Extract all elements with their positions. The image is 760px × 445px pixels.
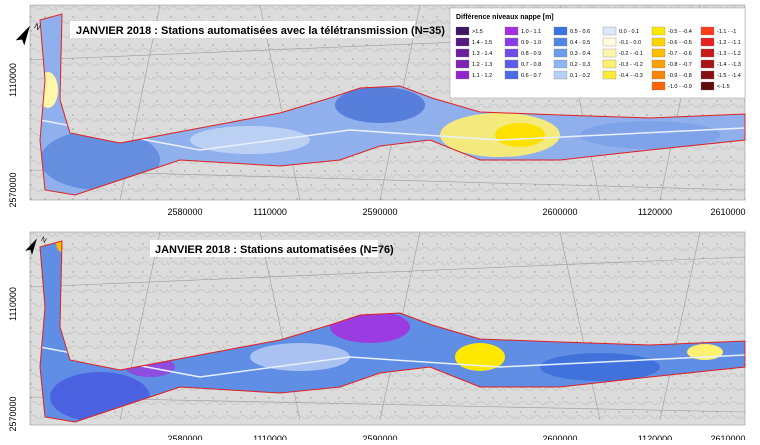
x-coord-label: 2600000 [542, 207, 577, 217]
x-coord-label: 1120000 [638, 207, 672, 217]
x-coord-label: 1110000 [253, 207, 287, 217]
y-coord-label: 1110000 [8, 287, 18, 321]
legend-swatch [700, 26, 715, 36]
legend-swatch [455, 70, 470, 80]
x-coord-label: 2590000 [362, 434, 397, 440]
legend-swatch [504, 59, 519, 69]
legend-label: -1.3 - -1.2 [717, 51, 741, 57]
legend-swatch [700, 37, 715, 47]
legend-label: -1.2 - -1.1 [717, 40, 741, 46]
legend-label: -1.4 - -1.3 [717, 62, 741, 68]
x-coord-label: 2590000 [362, 207, 397, 217]
legend-label: -0.6 - -0.5 [668, 40, 692, 46]
legend-swatch [455, 59, 470, 69]
legend-label: 0.1 - 0.2 [570, 73, 590, 79]
legend-swatch [553, 37, 568, 47]
legend-label: -0.1 - 0.0 [619, 40, 641, 46]
x-coord-label: 2610000 [710, 207, 745, 217]
legend-swatch [700, 59, 715, 69]
coordinates: 2580000 1110000 2590000 2600000 1120000 26100… [8, 63, 746, 444]
legend-swatch [455, 48, 470, 58]
legend-label: 0.9 - 1.0 [521, 40, 541, 46]
map-panel: JANVIER 2018 : Stations automatisées (N=… [25, 231, 746, 426]
legend-label: -0.7 - -0.6 [668, 51, 692, 57]
legend-swatch [651, 81, 666, 91]
legend-label: -0.3 - -0.2 [619, 62, 643, 68]
legend-label: 0.2 - 0.3 [570, 62, 590, 68]
legend-label: 0.5 - 0.6 [570, 29, 590, 35]
legend-swatch [504, 48, 519, 58]
legend-swatch [602, 26, 617, 36]
legend-swatch [504, 26, 519, 36]
legend-label: -0.4 - -0.3 [619, 73, 643, 79]
legend-swatch [700, 81, 715, 91]
legend-swatch [651, 48, 666, 58]
legend-label: -0.9 - -0.8 [668, 73, 692, 79]
legend-swatch [504, 37, 519, 47]
legend-label: 1.1 - 1.2 [472, 73, 492, 79]
legend-swatch [602, 59, 617, 69]
legend-label: -1.5 - -1.4 [717, 73, 741, 79]
svg-text:N: N [39, 236, 47, 245]
panel-title: JANVIER 2018 : Stations automatisées ave… [76, 25, 445, 37]
legend-label: 0.4 - 0.5 [570, 40, 590, 46]
legend-label: 1.2 - 1.3 [472, 62, 492, 68]
legend-label: -1.1 - -1 [717, 29, 736, 35]
legend-label: -0.2 - -0.1 [619, 51, 643, 57]
legend-label: 1.4 - 1.5 [472, 40, 492, 46]
x-coord-label: 2600000 [542, 434, 577, 440]
legend-swatch [651, 59, 666, 69]
legend-label: -0.5 - -0.4 [668, 29, 692, 35]
legend-swatch [553, 48, 568, 58]
legend-swatch [455, 26, 470, 36]
legend-swatch [602, 70, 617, 80]
legend-label: -0.8 - -0.7 [668, 62, 692, 68]
legend-swatch [651, 70, 666, 80]
x-coord-label: 2580000 [167, 434, 202, 440]
legend-label: <-1.5 [717, 84, 730, 90]
x-coord-label: 1110000 [253, 434, 287, 440]
legend-label: 0.8 - 0.9 [521, 51, 541, 57]
legend-label: >1.5 [472, 29, 483, 35]
legend-swatch [504, 70, 519, 80]
legend-swatch [602, 48, 617, 58]
legend-title: Différence niveaux nappe [m] [456, 14, 554, 21]
legend-swatch [455, 37, 470, 47]
legend-label: 0.6 - 0.7 [521, 73, 541, 79]
x-coord-label: 1120000 [638, 434, 672, 440]
north-arrow: N [15, 22, 42, 46]
legend-swatch [651, 26, 666, 36]
panel-title: JANVIER 2018 : Stations automatisées (N=… [155, 244, 394, 256]
legend-label: 0.7 - 0.8 [521, 62, 541, 68]
legend-label: 0.0 - 0.1 [619, 29, 639, 35]
legend-swatch [553, 26, 568, 36]
legend-label: 0.3 - 0.4 [570, 51, 590, 57]
north-arrow: N [25, 236, 47, 256]
legend: Différence niveaux nappe [m] >1.5 1.4 - 1… [449, 7, 746, 99]
y-coord-label: 2570000 [8, 172, 18, 207]
legend-label: 1.0 - 1.1 [521, 29, 541, 35]
legend-swatch [651, 37, 666, 47]
legend-swatch [553, 59, 568, 69]
legend-swatch [602, 37, 617, 47]
y-coord-label: 2570000 [8, 396, 18, 431]
x-coord-label: 2580000 [167, 207, 202, 217]
svg-text:N: N [32, 22, 42, 33]
legend-label: 1.3 - 1.4 [472, 51, 492, 57]
legend-label: -1.0 - -0.9 [668, 84, 692, 90]
legend-swatch [553, 70, 568, 80]
legend-swatch [700, 70, 715, 80]
y-coord-label: 1110000 [8, 63, 18, 97]
x-coord-label: 2610000 [710, 434, 745, 440]
legend-swatch [700, 48, 715, 58]
